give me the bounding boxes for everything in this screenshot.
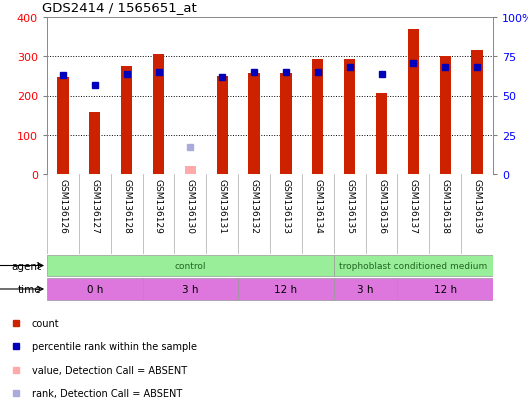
Text: 12 h: 12 h	[275, 284, 297, 294]
Text: GSM136136: GSM136136	[377, 178, 386, 233]
Bar	[344, 60, 355, 175]
Text: GSM136132: GSM136132	[250, 178, 259, 233]
Text: rank, Detection Call = ABSENT: rank, Detection Call = ABSENT	[32, 388, 182, 398]
Text: GSM136126: GSM136126	[59, 178, 68, 233]
Bar	[408, 30, 419, 175]
Text: GSM136139: GSM136139	[473, 178, 482, 233]
Bar	[121, 67, 132, 175]
Bar	[153, 55, 164, 175]
Bar	[376, 93, 387, 175]
Bar	[249, 74, 260, 175]
Bar	[47, 278, 143, 300]
Text: count: count	[32, 318, 59, 328]
Bar	[216, 77, 228, 175]
Text: GDS2414 / 1565651_at: GDS2414 / 1565651_at	[42, 1, 196, 14]
Bar	[47, 256, 334, 276]
Bar	[472, 51, 483, 175]
Bar	[238, 278, 334, 300]
Text: percentile rank within the sample: percentile rank within the sample	[32, 342, 196, 351]
Bar	[143, 278, 238, 300]
Text: 3 h: 3 h	[182, 284, 199, 294]
Text: agent: agent	[12, 261, 42, 271]
Text: trophoblast conditioned medium: trophoblast conditioned medium	[339, 261, 487, 271]
Text: GSM136134: GSM136134	[313, 178, 322, 233]
Bar	[185, 167, 196, 175]
Bar	[58, 78, 69, 175]
Text: GSM136135: GSM136135	[345, 178, 354, 233]
Bar	[398, 278, 493, 300]
Bar	[334, 278, 398, 300]
Text: GSM136129: GSM136129	[154, 178, 163, 233]
Text: 12 h: 12 h	[433, 284, 457, 294]
Text: value, Detection Call = ABSENT: value, Detection Call = ABSENT	[32, 365, 187, 375]
Bar	[312, 60, 323, 175]
Bar	[280, 74, 291, 175]
Text: 3 h: 3 h	[357, 284, 374, 294]
Text: GSM136127: GSM136127	[90, 178, 99, 233]
Bar	[334, 256, 493, 276]
Bar	[89, 113, 100, 175]
Text: GSM136138: GSM136138	[441, 178, 450, 233]
Text: control: control	[175, 261, 206, 271]
Text: GSM136137: GSM136137	[409, 178, 418, 233]
Text: time: time	[18, 284, 42, 294]
Text: GSM136131: GSM136131	[218, 178, 227, 233]
Bar	[440, 57, 451, 175]
Text: GSM136130: GSM136130	[186, 178, 195, 233]
Text: GSM136128: GSM136128	[122, 178, 131, 233]
Text: 0 h: 0 h	[87, 284, 103, 294]
Text: GSM136133: GSM136133	[281, 178, 290, 233]
